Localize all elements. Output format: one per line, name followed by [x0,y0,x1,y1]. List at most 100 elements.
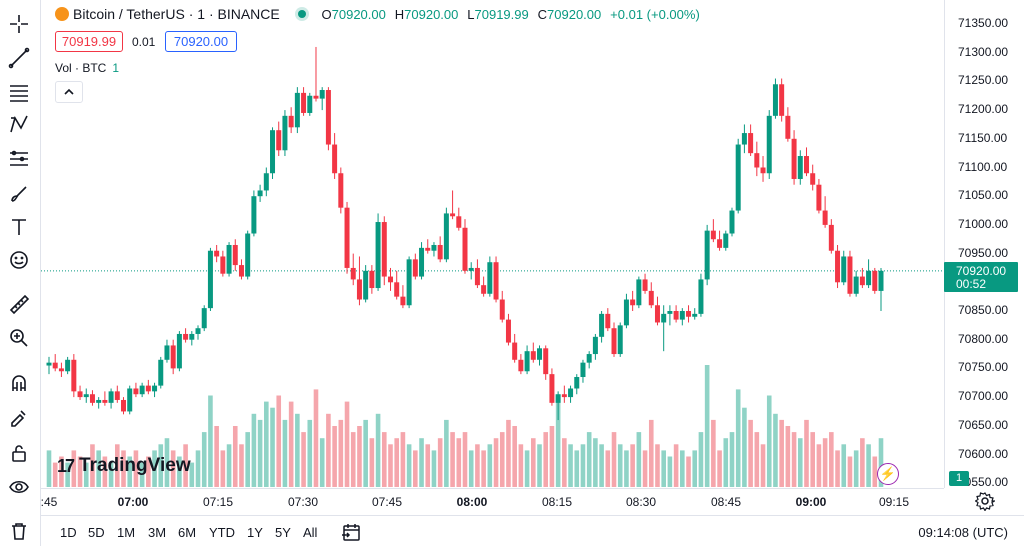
bar-countdown: 00:52 [956,277,987,291]
volume-bar [574,450,580,487]
crosshair-icon[interactable] [6,11,32,37]
candle [785,107,791,142]
volume-bar [114,444,120,487]
volume-indicator-name: Vol · BTC [55,61,107,75]
candle [65,356,71,375]
symbol-name[interactable]: Bitcoin / TetherUS [73,6,185,22]
candle [201,305,207,332]
candle [46,356,52,375]
symbol-legend[interactable]: Bitcoin / TetherUS · 1 · BINANCE O70920.… [55,6,700,22]
candle [698,273,704,317]
gear-icon[interactable] [974,491,997,512]
close-label: C [537,7,548,22]
low-value: 70919.99 [474,7,529,22]
volume-bar [133,450,139,487]
volume-bar [512,426,517,487]
volume-indicator-legend[interactable]: Vol · BTC 1 [55,61,119,75]
candle [828,219,834,254]
tradingview-mark-icon: 17 [57,455,75,476]
volume-bar [611,432,617,487]
candle [835,244,841,289]
volume-bar [214,426,219,487]
range-button-all[interactable]: All [303,525,318,540]
candle [121,397,127,415]
volume-bar [711,419,716,487]
ask-button[interactable]: 70920.00 [165,31,237,52]
volume-bar [177,456,182,487]
candle [692,308,698,320]
volume-bar [313,389,319,487]
volume-bar [338,419,344,487]
volume-bar [431,450,437,487]
candle [114,385,120,403]
candle [301,87,307,116]
candle [791,130,797,185]
candle [499,290,505,323]
volume-bar [636,432,642,487]
volume-bar [593,438,598,487]
candle [766,110,772,179]
eye-icon[interactable] [6,474,32,500]
zoom-in-icon[interactable] [6,325,32,351]
range-button-5y[interactable]: 5Y [275,525,291,540]
collapse-legend-button[interactable] [55,81,83,103]
range-button-5d[interactable]: 5D [88,525,105,540]
candle [369,265,375,294]
time-tick-label: 07:00 [117,495,149,509]
price-axis[interactable]: 71350.00 71300.00 71250.00 71200.00 71150.00… [944,0,1024,489]
magnet-icon[interactable] [6,371,32,397]
brush-icon[interactable] [6,181,32,207]
go-to-date-icon[interactable] [340,521,362,543]
text-icon[interactable] [6,214,32,240]
ruler-icon[interactable] [6,291,32,317]
current-price-value: 70920.00 [956,264,1007,278]
volume-bar [319,438,325,487]
trend-line-icon[interactable] [6,45,32,71]
volume-bar [462,432,468,487]
bid-button[interactable]: 70919.99 [55,31,123,52]
volume-bar [860,438,865,487]
range-button-3m[interactable]: 3M [148,525,167,540]
lock-draw-icon[interactable] [6,405,32,431]
candle [797,150,803,185]
candle [505,313,511,346]
time-tick-label: 07:45 [371,495,403,509]
candle [623,293,629,329]
tradingview-logo[interactable]: 17 TradingView [57,455,191,477]
volume-bar [735,389,741,487]
interval-label[interactable]: 1 [197,6,206,22]
lock-icon[interactable] [6,440,32,466]
chevron-up-icon [64,88,74,95]
candle [741,124,747,154]
volume-value-tag: 1 [949,471,969,486]
candle [232,239,238,271]
trash-icon[interactable] [8,520,30,542]
utc-clock[interactable]: 09:14:08 (UTC) [918,525,1008,540]
lightning-icon[interactable]: ⚡ [877,463,899,485]
range-button-1m[interactable]: 1M [117,525,136,540]
candle [748,124,754,157]
emoji-icon[interactable] [6,247,32,273]
volume-bar [121,450,126,487]
candle [71,354,77,398]
multi-line-icon[interactable] [6,145,32,171]
pattern-icon[interactable] [6,111,32,137]
volume-bar [158,444,164,487]
candle [549,368,555,406]
time-axis[interactable]: :45 07:00 07:15 07:30 07:45 08:00 08:15 08:30 08… [41,488,944,515]
range-button-1y[interactable]: 1Y [247,525,263,540]
range-button-ytd[interactable]: YTD [209,525,235,540]
time-tick-label: 08:00 [456,495,488,509]
chart-pane[interactable] [41,0,943,488]
range-button-6m[interactable]: 6M [178,525,197,540]
bitcoin-logo-icon [55,7,69,21]
candle [512,333,518,363]
volume-bar [375,413,381,487]
fib-icon[interactable] [6,79,32,105]
candle [412,253,418,280]
price-tick-label: 70700.00 [958,389,1009,404]
candlestick-chart[interactable] [41,0,943,488]
candle [679,308,685,326]
range-button-1d[interactable]: 1D [60,525,77,540]
candle [636,276,642,309]
